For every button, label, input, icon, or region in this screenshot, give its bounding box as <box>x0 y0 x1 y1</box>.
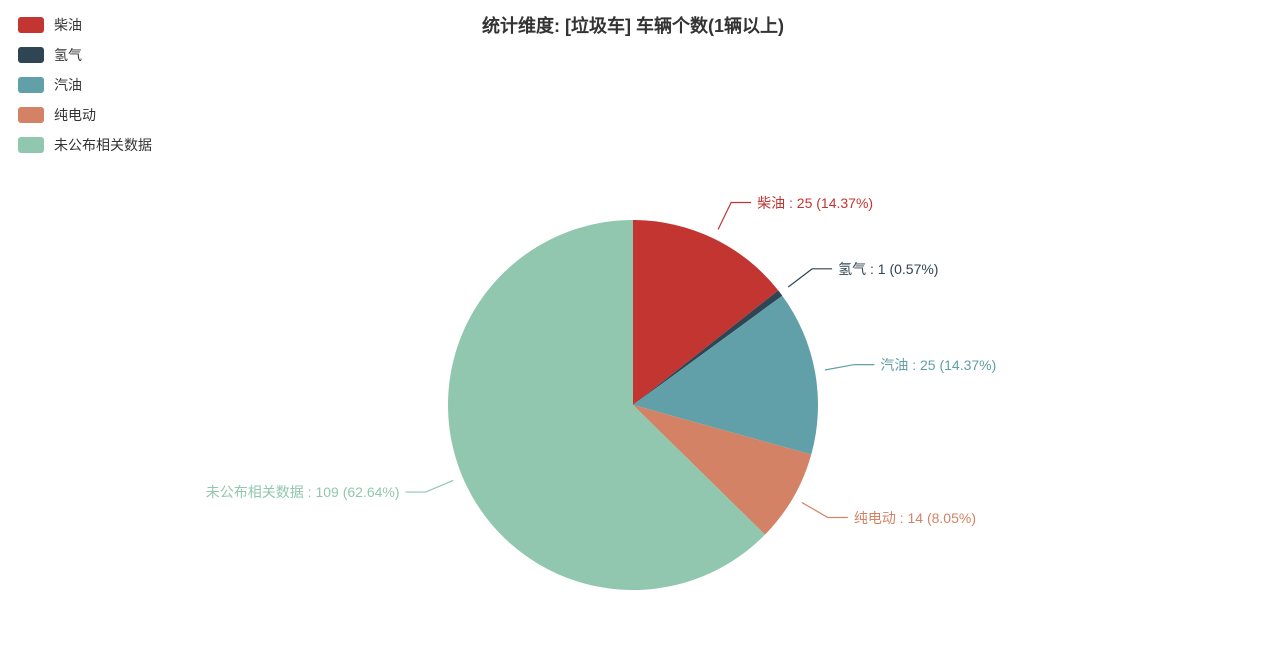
legend-swatch <box>18 77 44 93</box>
chart-title: 统计维度: [垃圾车] 车辆个数(1辆以上) <box>482 12 784 38</box>
slice-label: 柴油 : 25 (14.37%) <box>757 193 873 213</box>
legend-item[interactable]: 未公布相关数据 <box>18 130 152 160</box>
legend-item[interactable]: 氢气 <box>18 40 152 70</box>
legend-label: 汽油 <box>54 75 82 95</box>
label-leader <box>825 365 875 370</box>
legend-swatch <box>18 17 44 33</box>
legend: 柴油氢气汽油纯电动未公布相关数据 <box>18 10 152 160</box>
legend-swatch <box>18 137 44 153</box>
slice-label: 未公布相关数据 : 109 (62.64%) <box>206 482 400 502</box>
legend-label: 未公布相关数据 <box>54 135 152 155</box>
label-leader <box>406 480 454 492</box>
slice-label: 纯电动 : 14 (8.05%) <box>854 508 976 528</box>
legend-item[interactable]: 柴油 <box>18 10 152 40</box>
legend-label: 柴油 <box>54 15 82 35</box>
slice-label: 氢气 : 1 (0.57%) <box>838 259 938 279</box>
legend-label: 氢气 <box>54 45 82 65</box>
legend-item[interactable]: 汽油 <box>18 70 152 100</box>
legend-item[interactable]: 纯电动 <box>18 100 152 130</box>
pie-chart <box>448 220 818 590</box>
legend-label: 纯电动 <box>54 105 96 125</box>
legend-swatch <box>18 47 44 63</box>
legend-swatch <box>18 107 44 123</box>
pie-svg <box>448 220 818 590</box>
slice-label: 汽油 : 25 (14.37%) <box>880 355 996 375</box>
